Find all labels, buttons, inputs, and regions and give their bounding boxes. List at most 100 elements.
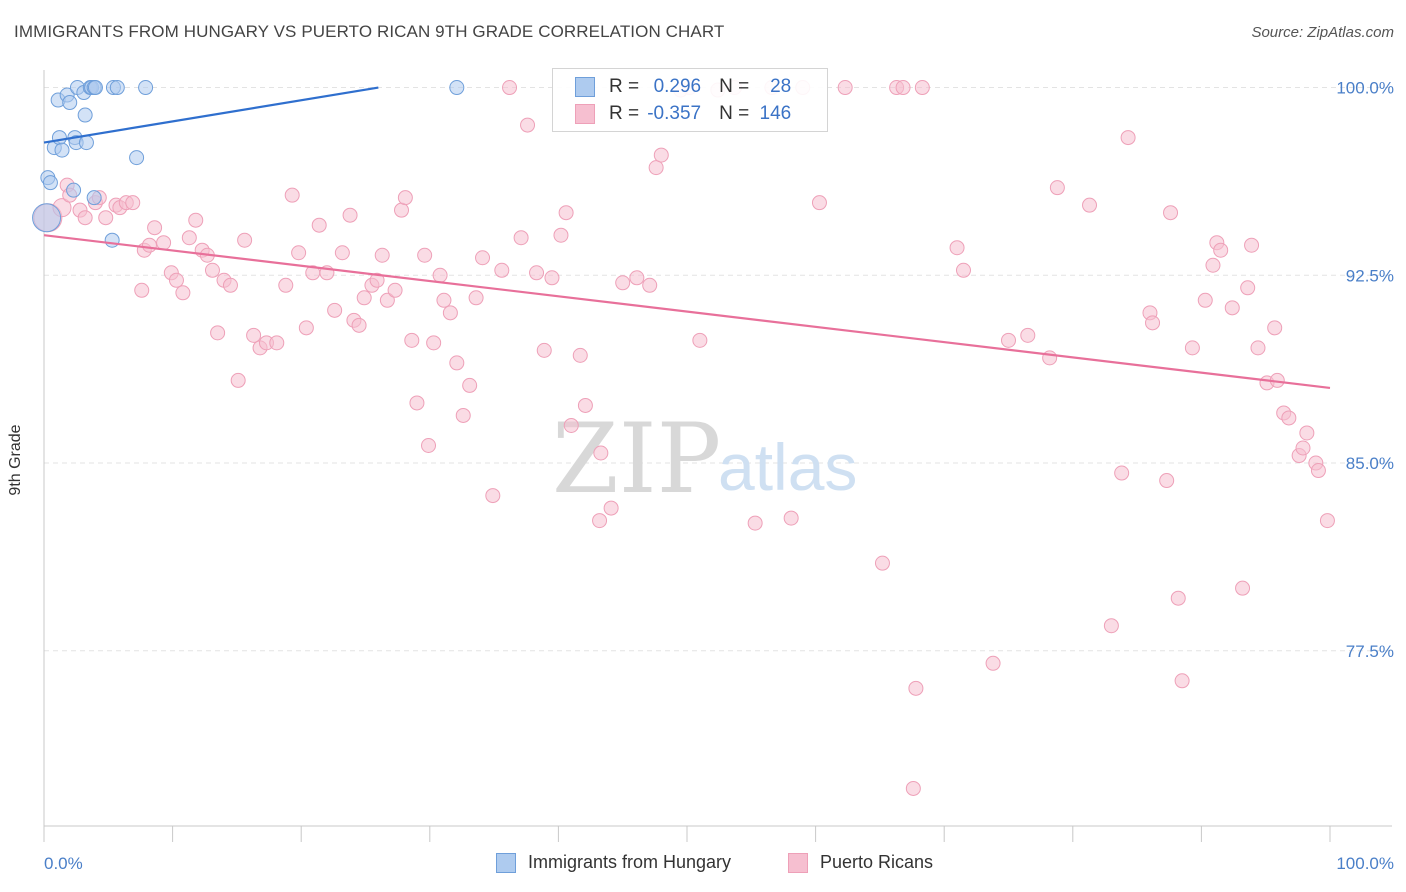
puerto-ricans-point-88	[653, 147, 669, 163]
puerto-ricans-point-44	[342, 207, 358, 223]
puerto-ricans-point-63	[449, 355, 465, 371]
puerto-ricans-point-140	[1299, 425, 1315, 441]
puerto-ricans-point-37	[291, 245, 307, 261]
puerto-ricans-point-69	[494, 262, 510, 278]
puerto-ricans-point-105	[914, 80, 930, 96]
x-tick-label-1: 100.0%	[1336, 854, 1394, 873]
puerto-ricans-point-102	[895, 80, 911, 96]
correlation-legend: R = 0.296 N = 28 R = -0.357 N = 146	[552, 68, 828, 132]
puerto-ricans-point-70	[502, 80, 518, 96]
puerto-ricans-point-65	[462, 377, 478, 393]
puerto-ricans-point-38	[298, 320, 314, 336]
puerto-ricans-point-55	[404, 332, 420, 348]
puerto-ricans-point-106	[949, 240, 965, 256]
puerto-ricans-point-121	[1170, 590, 1186, 606]
legend-r-label: R =	[609, 76, 640, 97]
puerto-ricans-point-107	[955, 262, 971, 278]
puerto-ricans-point-62	[442, 305, 458, 321]
puerto-ricans-point-114	[1103, 618, 1119, 634]
puerto-ricans-point-80	[577, 397, 593, 413]
puerto-ricans-point-66	[468, 290, 484, 306]
puerto-ricans-trend-line	[43, 234, 1331, 390]
legend-r-value: -0.357	[647, 103, 702, 124]
y-tick-label-3: 100.0%	[1336, 79, 1394, 98]
legend-n-label: N =	[719, 76, 750, 97]
puerto-ricans-point-56	[409, 395, 425, 411]
puerto-ricans-point-43	[334, 245, 350, 261]
puerto-ricans-point-51	[379, 292, 395, 308]
series-legend: Immigrants from Hungary Puerto Ricans	[0, 852, 1406, 878]
puerto-ricans-point-143	[1319, 513, 1335, 529]
puerto-ricans-point-36	[284, 187, 300, 203]
y-tick-label-1: 85.0%	[1346, 454, 1394, 473]
puerto-ricans-point-132	[1250, 340, 1266, 356]
hungary-point-0	[32, 203, 62, 233]
puerto-ricans-point-104	[905, 780, 921, 796]
puerto-ricans-point-137	[1281, 410, 1297, 426]
puerto-ricans-point-71	[513, 230, 529, 246]
puerto-ricans-point-57	[417, 247, 433, 263]
puerto-ricans-point-77	[558, 205, 574, 221]
y-tick-label-0: 77.5%	[1346, 642, 1394, 661]
hungary-point-26	[449, 80, 465, 96]
puerto-ricans-point-58	[421, 437, 437, 453]
puerto-ricans-point-112	[1049, 180, 1065, 196]
hungary-point-19	[86, 190, 102, 206]
puerto-ricans-point-72	[520, 117, 536, 133]
puerto-ricans-point-26	[210, 325, 226, 341]
puerto-ricans-point-54	[397, 190, 413, 206]
puerto-ricans-point-96	[783, 510, 799, 526]
puerto-ricans-point-139	[1295, 440, 1311, 456]
puerto-ricans-point-67	[475, 250, 491, 266]
hungary-point-15	[78, 135, 94, 151]
puerto-ricans-point-100	[874, 555, 890, 571]
puerto-ricans-point-61	[436, 292, 452, 308]
puerto-ricans-point-130	[1240, 280, 1256, 296]
puerto-ricans-point-94	[747, 515, 763, 531]
puerto-ricans-point-127	[1213, 242, 1229, 258]
puerto-ricans-point-142	[1310, 463, 1326, 479]
puerto-ricans-point-30	[237, 232, 253, 248]
hungary-point-9	[66, 182, 82, 198]
hungary-point-5	[51, 130, 67, 146]
series-swatch-hungary	[496, 852, 516, 873]
legend-row-hungary: R = 0.296 N = 28	[575, 75, 791, 99]
puerto-ricans-point-74	[536, 342, 552, 358]
puerto-ricans-point-68	[485, 488, 501, 504]
axes	[43, 70, 1392, 842]
watermark: ZIP atlas	[552, 403, 857, 515]
puerto-ricans-point-73	[529, 265, 545, 281]
puerto-ricans-point-99	[837, 80, 853, 96]
puerto-ricans-point-122	[1174, 673, 1190, 689]
puerto-ricans-point-82	[592, 513, 608, 529]
series-label-puerto-ricans: Puerto Ricans	[820, 852, 934, 872]
puerto-ricans-point-115	[1114, 465, 1130, 481]
hungary-point-6	[54, 142, 70, 158]
puerto-ricans-point-79	[572, 347, 588, 363]
puerto-ricans-point-16	[147, 220, 163, 236]
puerto-ricans-point-17	[156, 235, 172, 251]
puerto-ricans-point-125	[1205, 257, 1221, 273]
hungary-points	[32, 80, 465, 248]
hungary-point-8	[62, 95, 78, 111]
hungary-point-14	[77, 107, 93, 123]
puerto-ricans-point-13	[134, 282, 150, 298]
puerto-ricans-point-31	[246, 327, 262, 343]
puerto-ricans-point-78	[563, 417, 579, 433]
puerto-ricans-point-60	[432, 267, 448, 283]
puerto-ricans-point-113	[1082, 197, 1098, 213]
puerto-ricans-point-12	[125, 195, 141, 211]
hungary-point-23	[109, 80, 125, 96]
puerto-ricans-point-35	[278, 277, 294, 293]
series-legend-puerto-ricans: Puerto Ricans	[788, 852, 933, 873]
puerto-ricans-point-86	[642, 277, 658, 293]
puerto-ricans-point-81	[593, 445, 609, 461]
legend-n-value: 146	[759, 103, 792, 124]
puerto-ricans-point-5	[77, 210, 93, 226]
puerto-ricans-point-34	[269, 335, 285, 351]
trend-lines	[43, 86, 1331, 390]
puerto-ricans-point-46	[351, 317, 367, 333]
chart-title: IMMIGRANTS FROM HUNGARY VS PUERTO RICAN …	[14, 22, 725, 41]
puerto-ricans-point-134	[1267, 320, 1283, 336]
puerto-ricans-point-64	[455, 407, 471, 423]
